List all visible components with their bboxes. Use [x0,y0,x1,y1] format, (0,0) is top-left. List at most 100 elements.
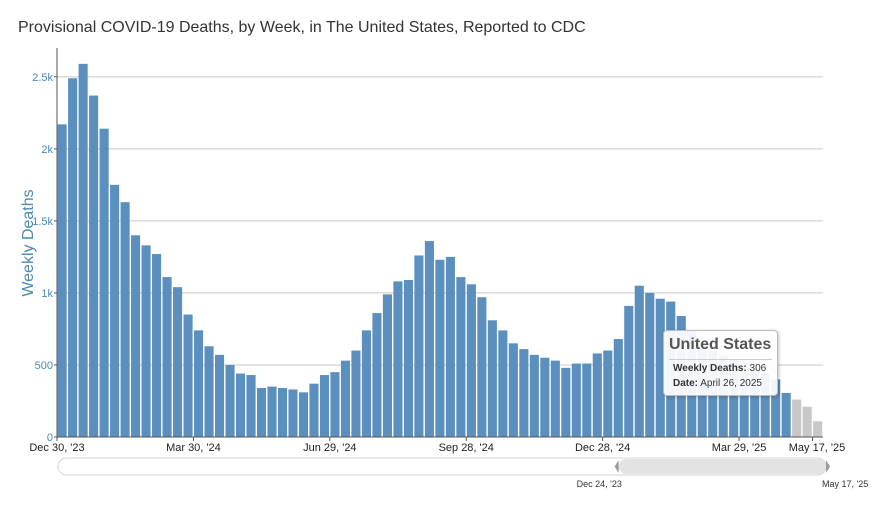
bar[interactable] [110,184,120,437]
range-navigator[interactable] [57,457,830,476]
bar[interactable] [498,330,508,437]
bar[interactable] [330,372,340,437]
bar[interactable] [540,357,550,437]
axes [56,48,823,438]
tooltip-deaths-value: 306 [749,363,767,374]
bar[interactable] [340,360,351,437]
bar[interactable] [729,359,739,437]
bar[interactable] [319,375,330,437]
bar[interactable] [456,277,466,437]
bar[interactable] [613,339,623,437]
bar[interactable] [225,364,235,437]
navigator-start-label: Dec 24, '23 [576,479,622,489]
navigator-left-handle[interactable] [614,460,619,473]
bar[interactable] [99,128,109,437]
bar[interactable] [204,346,214,437]
x-tick-label: May 17, '25 [789,442,846,454]
bar[interactable] [529,354,539,437]
x-tick-label: Sep 28, '24 [439,442,494,454]
tooltip-date-label: Date: [673,378,699,389]
y-tick-label: 2k [41,144,53,156]
bar[interactable] [382,294,392,437]
bar[interactable] [309,383,319,437]
bar[interactable] [372,313,382,437]
bar[interactable] [78,63,88,438]
bar[interactable] [739,364,749,437]
bar[interactable] [246,375,256,437]
bar[interactable] [277,388,288,437]
y-axis-label: Weekly Deaths [20,189,37,296]
bar[interactable] [267,386,277,437]
y-tick-label: 1.5k [32,216,53,228]
bar[interactable] [655,298,665,437]
bar[interactable] [781,392,791,437]
x-tick-labels: Dec 30, '23 Mar 30, '24 Jun 29, '24 Sep 28,… [29,437,845,454]
y-tick-label: 2.5k [32,72,53,84]
bar[interactable] [403,279,413,437]
bar[interactable] [298,392,309,437]
bar[interactable] [445,256,455,437]
y-tick-label: 0 [47,432,53,444]
bar[interactable] [173,287,183,437]
bar[interactable] [424,241,434,437]
bar[interactable] [571,363,581,437]
bar[interactable] [152,254,162,437]
tooltip-title: United States [669,336,772,353]
bar[interactable] [792,399,802,437]
bar[interactable] [466,284,476,437]
bar[interactable] [550,360,560,437]
x-tick-label: Jun 29, '24 [303,442,356,454]
x-tick-label: Dec 30, '23 [29,442,84,454]
bar[interactable] [477,297,487,437]
bar[interactable] [487,320,497,437]
x-tick-label: Dec 28, '24 [575,442,630,454]
y-tick-label: 500 [35,360,53,372]
bar[interactable] [235,373,246,437]
bar[interactable] [68,78,78,437]
chart-title: Provisional COVID-19 Deaths, by Week, in… [18,19,586,36]
bar[interactable] [750,369,760,437]
navigator-right-handle[interactable] [826,460,830,473]
bar[interactable] [414,255,424,437]
bar[interactable] [141,245,151,437]
bar[interactable] [519,349,529,437]
tooltip-date-row: Date: April 26, 2025 [673,378,762,389]
bar[interactable] [634,285,644,437]
bar[interactable] [361,330,371,437]
bar[interactable] [802,406,812,437]
bar[interactable] [624,305,634,437]
bar[interactable] [89,95,99,438]
bar[interactable] [57,124,67,438]
tooltip-deaths-label: Weekly Deaths: [673,363,747,374]
bar[interactable] [561,367,571,437]
bar[interactable] [194,330,204,437]
tooltip-divider [669,359,772,360]
bar[interactable] [351,350,361,437]
bar[interactable] [288,389,298,437]
bar[interactable] [256,388,267,437]
bar[interactable] [582,363,592,437]
bar[interactable] [508,343,518,437]
navigator-end-label: May 17, '25 [822,479,869,489]
bar[interactable] [813,421,823,437]
bar[interactable] [214,354,225,437]
bar[interactable] [183,314,193,437]
bar[interactable] [435,259,445,437]
bar[interactable] [131,235,141,437]
bar[interactable] [393,281,403,437]
bar[interactable] [162,277,172,437]
y-tick-label: 1k [41,288,53,300]
bar[interactable] [120,202,130,437]
x-tick-label: Mar 30, '24 [166,442,221,454]
bar[interactable] [771,379,781,437]
bar[interactable] [645,292,655,437]
bar[interactable] [592,353,602,437]
tooltip-deaths-row: Weekly Deaths: 306 [673,363,766,374]
x-tick-label: Mar 29, '25 [712,442,767,454]
navigator-selection[interactable] [618,459,826,474]
bar[interactable] [603,350,613,437]
bar[interactable] [760,373,770,437]
y-tick-labels: 0 500 1k 1.5k 2k 2.5k [32,72,57,444]
tooltip: United States Weekly Deaths: 306 Date: A… [663,330,778,396]
